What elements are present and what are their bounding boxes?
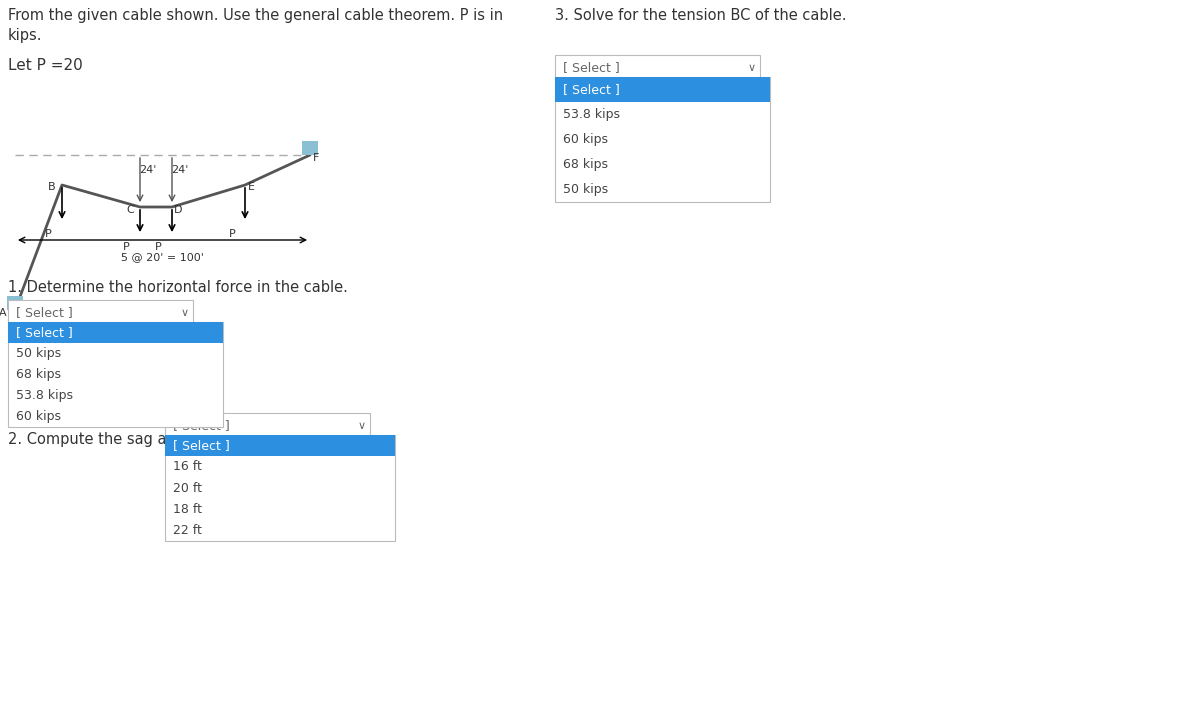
Text: D: D <box>174 205 182 215</box>
Bar <box>166 435 395 456</box>
Text: 60 kips: 60 kips <box>16 410 61 423</box>
Text: 1. Determine the horizontal force in the cable.: 1. Determine the horizontal force in the… <box>8 280 348 295</box>
Text: P: P <box>155 242 161 252</box>
Text: From the given cable shown. Use the general cable theorem. P is in: From the given cable shown. Use the gene… <box>8 8 503 23</box>
Text: 53.8 kips: 53.8 kips <box>563 108 620 121</box>
Text: Let P =20: Let P =20 <box>8 58 83 73</box>
Text: 20 ft: 20 ft <box>173 482 202 494</box>
Bar <box>166 435 395 541</box>
Text: ∨: ∨ <box>748 63 756 73</box>
Text: F: F <box>313 153 319 163</box>
Text: 3. Solve for the tension BC of the cable.: 3. Solve for the tension BC of the cable… <box>554 8 846 23</box>
Text: 53.8 kips: 53.8 kips <box>16 389 73 402</box>
Text: [ Select ]: [ Select ] <box>16 306 73 320</box>
Text: B: B <box>48 182 56 192</box>
Text: kips.: kips. <box>8 28 42 43</box>
Text: A: A <box>0 308 7 318</box>
Text: 24': 24' <box>172 165 188 175</box>
Bar <box>302 141 318 155</box>
Text: P: P <box>229 229 235 239</box>
Text: 60 kips: 60 kips <box>563 133 608 146</box>
Text: 5 @ 20' = 100': 5 @ 20' = 100' <box>121 252 204 262</box>
Bar <box>166 413 370 439</box>
Text: [ Select ]: [ Select ] <box>563 61 619 75</box>
Text: 68 kips: 68 kips <box>563 158 608 171</box>
Text: 2. Compute the sag at B.: 2. Compute the sag at B. <box>8 432 192 447</box>
Bar <box>7 296 23 310</box>
Text: [ Select ]: [ Select ] <box>173 439 229 452</box>
Text: 16 ft: 16 ft <box>173 460 202 473</box>
Text: 22 ft: 22 ft <box>173 524 202 537</box>
Bar <box>8 322 223 343</box>
Bar <box>8 300 193 326</box>
Text: ∨: ∨ <box>181 308 190 318</box>
Text: P: P <box>122 242 130 252</box>
Text: 50 kips: 50 kips <box>563 183 608 196</box>
Text: 18 ft: 18 ft <box>173 503 202 516</box>
Text: P: P <box>44 229 52 239</box>
Bar <box>554 77 770 102</box>
Text: ∨: ∨ <box>358 421 366 431</box>
Bar <box>554 55 760 81</box>
Text: [ Select ]: [ Select ] <box>173 420 229 432</box>
Text: 68 kips: 68 kips <box>16 368 61 381</box>
Text: 24': 24' <box>139 165 157 175</box>
Text: C: C <box>126 205 134 215</box>
Text: [ Select ]: [ Select ] <box>563 83 619 96</box>
Bar <box>8 322 223 427</box>
Bar <box>554 77 770 202</box>
Text: [ Select ]: [ Select ] <box>16 326 73 339</box>
Text: 50 kips: 50 kips <box>16 347 61 360</box>
Text: E: E <box>247 182 254 192</box>
